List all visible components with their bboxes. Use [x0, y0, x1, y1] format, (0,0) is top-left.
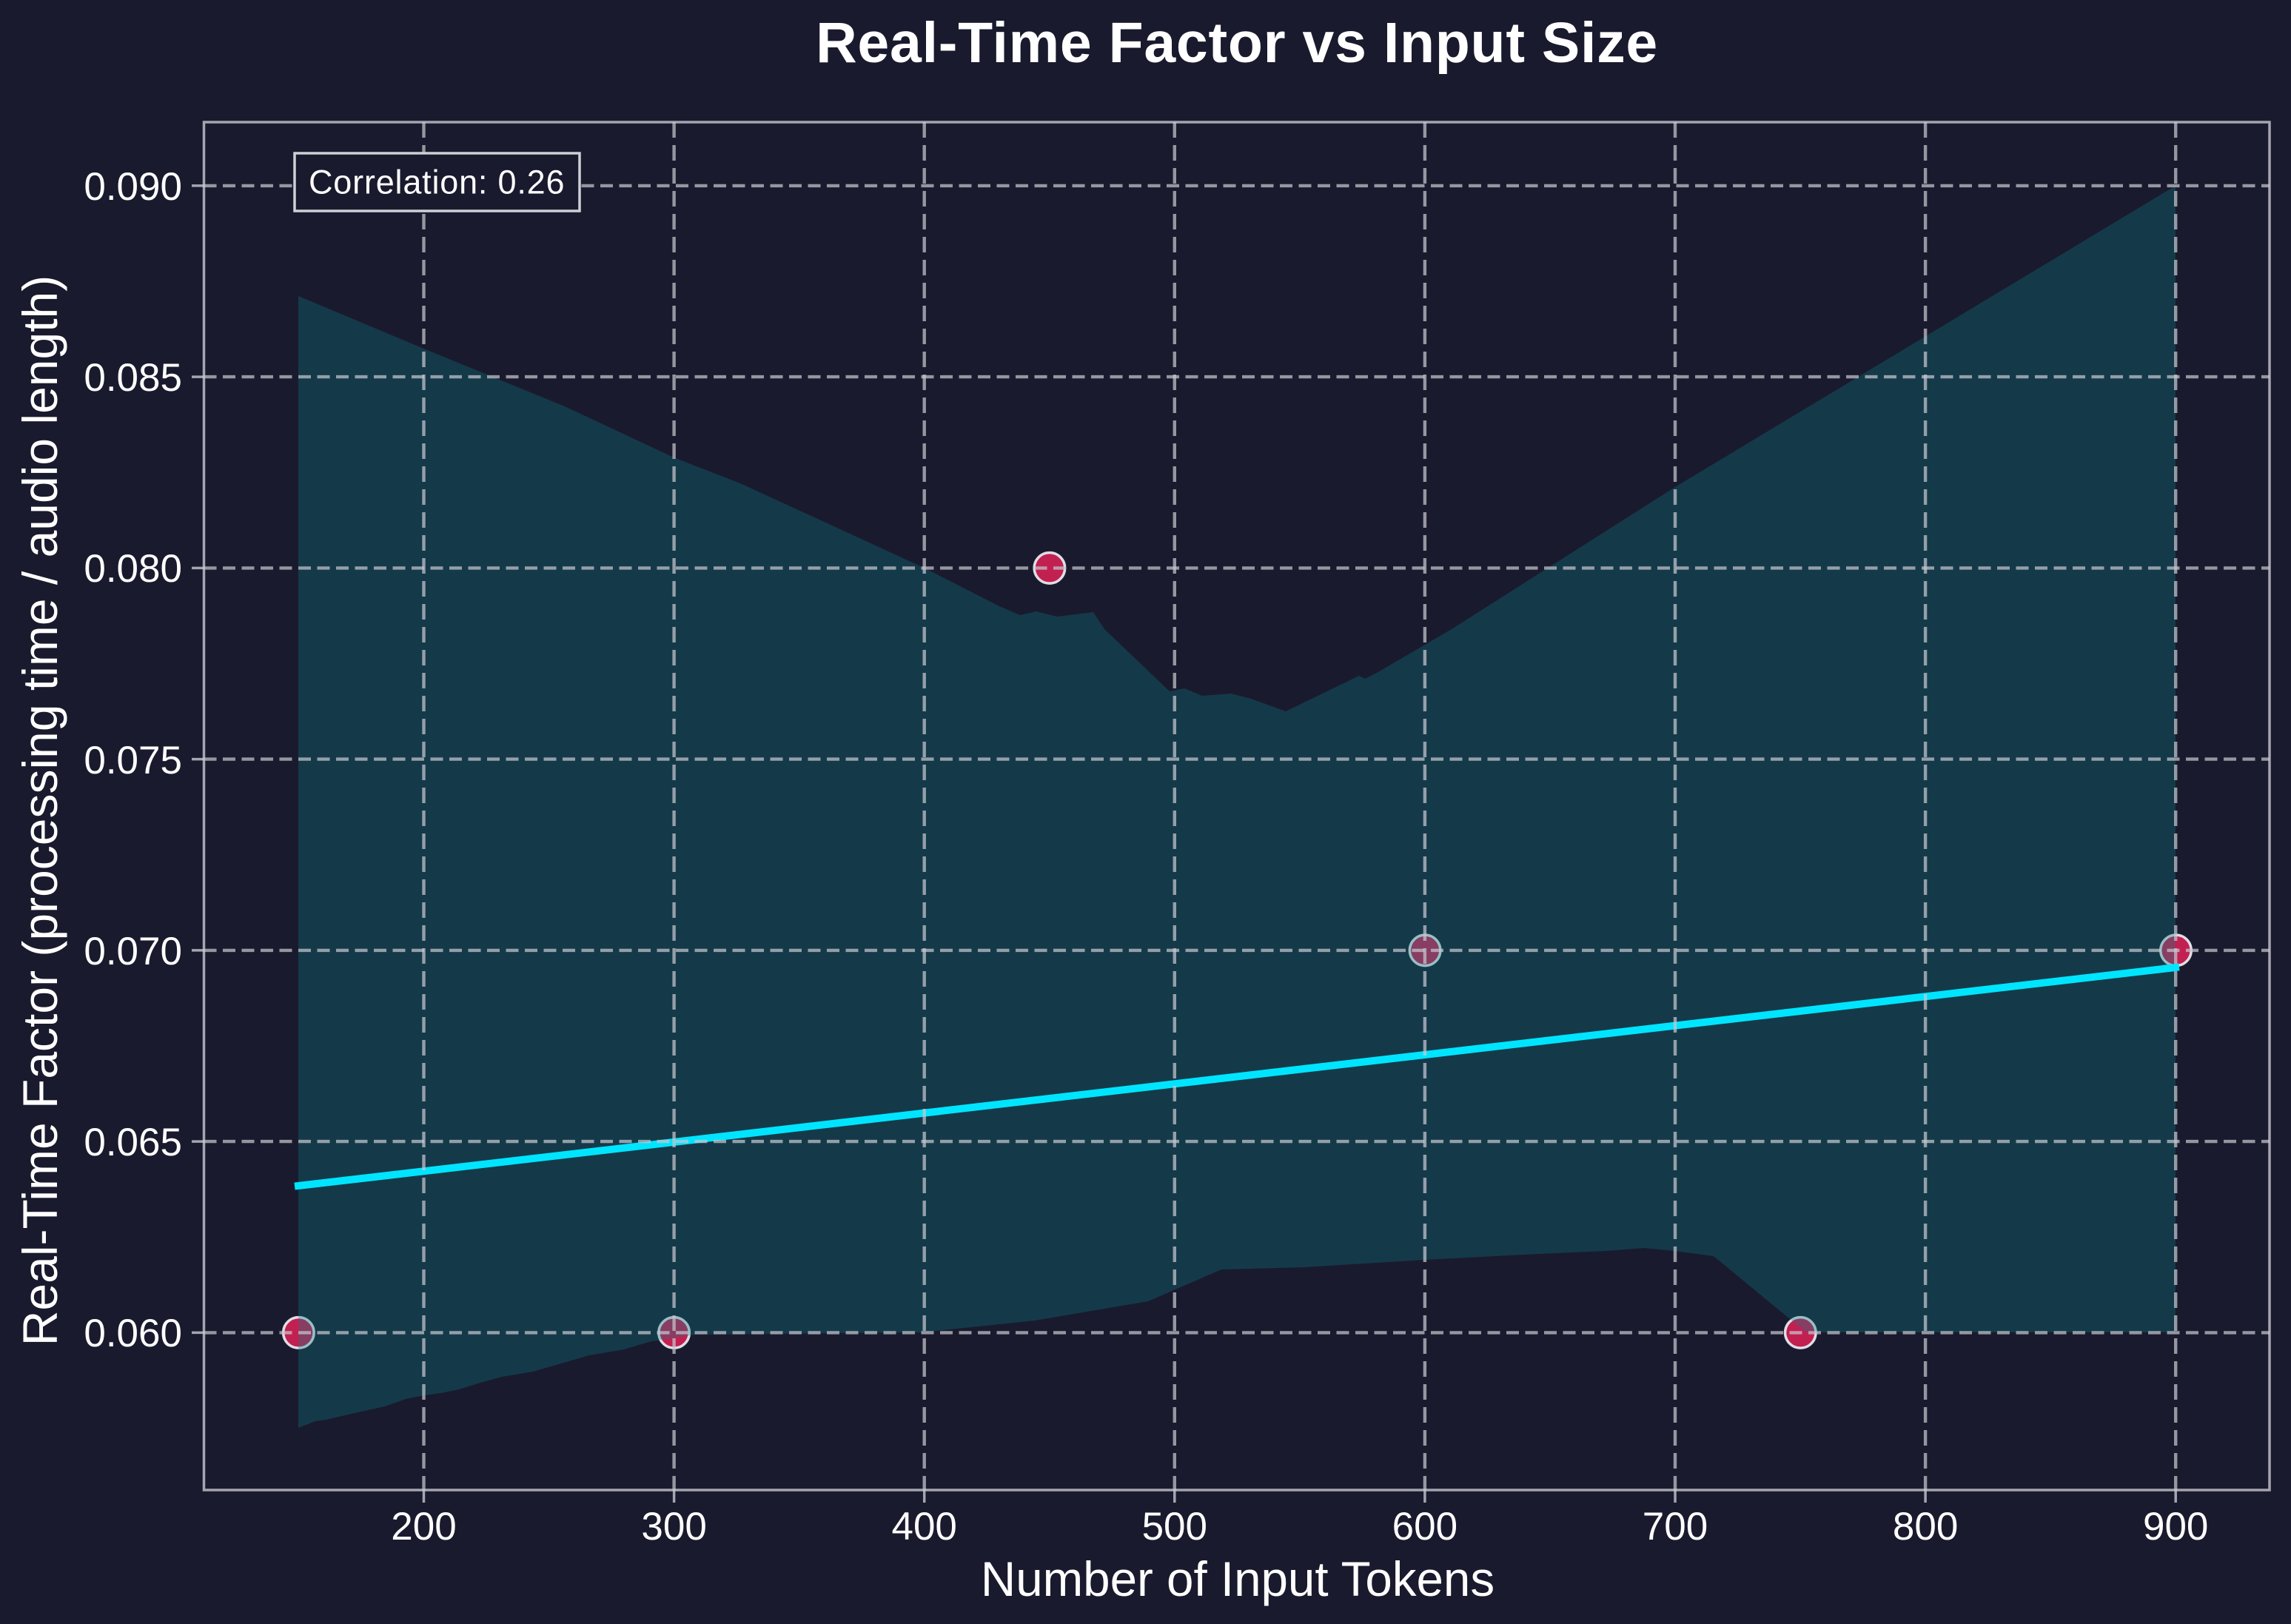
svg-text:Real-Time Factor vs Input Size: Real-Time Factor vs Input Size [816, 11, 1658, 75]
svg-text:Number of Input Tokens: Number of Input Tokens [981, 1552, 1495, 1606]
svg-text:0.070: 0.070 [84, 930, 182, 973]
svg-text:700: 700 [1643, 1505, 1708, 1548]
svg-text:0.065: 0.065 [84, 1121, 182, 1164]
svg-text:600: 600 [1392, 1505, 1458, 1548]
svg-text:0.060: 0.060 [84, 1312, 182, 1355]
svg-text:900: 900 [2143, 1505, 2208, 1548]
svg-text:0.090: 0.090 [84, 165, 182, 209]
svg-text:0.080: 0.080 [84, 547, 182, 591]
svg-text:500: 500 [1142, 1505, 1207, 1548]
svg-text:400: 400 [891, 1505, 956, 1548]
svg-text:0.075: 0.075 [84, 739, 182, 782]
svg-text:300: 300 [641, 1505, 706, 1548]
svg-text:800: 800 [1893, 1505, 1958, 1548]
svg-text:Correlation: 0.26: Correlation: 0.26 [309, 164, 565, 201]
svg-text:200: 200 [391, 1505, 456, 1548]
svg-text:Real-Time Factor (processing t: Real-Time Factor (processing time / audi… [13, 275, 67, 1346]
svg-text:0.085: 0.085 [84, 356, 182, 400]
